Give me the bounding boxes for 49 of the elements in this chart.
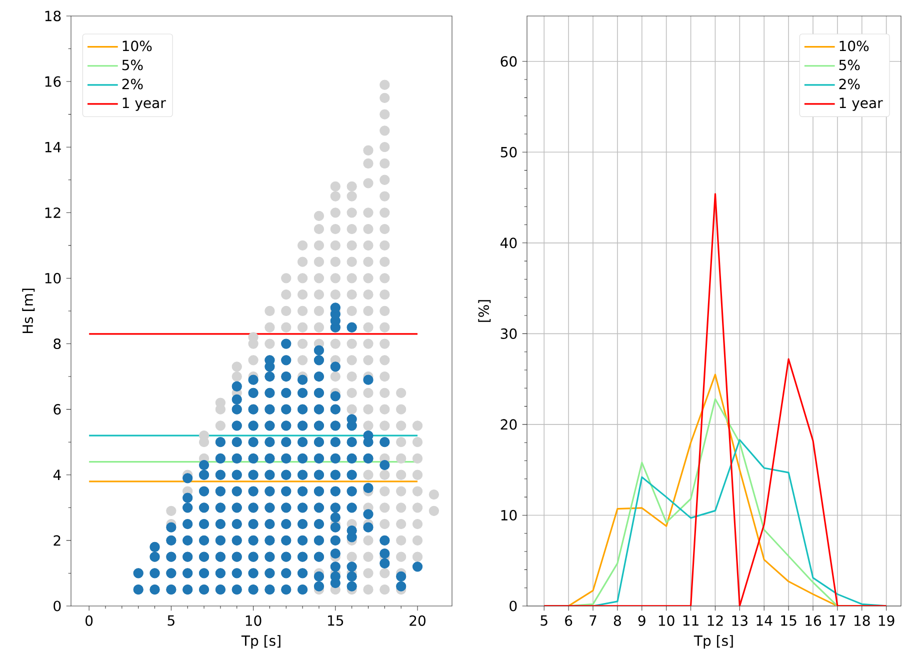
y-tick-label: 50	[500, 146, 517, 158]
y-tick-label: 10	[45, 272, 61, 284]
x-tick-label: 8	[614, 615, 621, 626]
x-tick-label: 10	[246, 615, 262, 626]
y-tick-label: 30	[500, 328, 517, 339]
x-tick-label: 5	[540, 615, 548, 626]
legend-label: 2%	[122, 78, 143, 90]
y-tick-label: 14	[45, 142, 61, 152]
y-tick-label: 2	[54, 535, 60, 546]
y-tick-label: 12	[45, 207, 60, 218]
y-tick-label: 18	[45, 10, 61, 22]
x-tick-label: 17	[830, 615, 846, 626]
y-tick-label: 16	[45, 76, 61, 87]
x-tick-label: 12	[708, 615, 723, 626]
x-axis-title: Tp [s]	[241, 635, 280, 649]
y-tick-label: 20	[500, 419, 517, 430]
legend-label: 5%	[839, 60, 860, 70]
y-tick-label: 40	[500, 238, 517, 248]
x-tick-label: 20	[410, 615, 426, 626]
legend-label: 1 year	[122, 98, 166, 111]
x-tick-label: 7	[590, 615, 596, 626]
x-tick-label: 6	[565, 615, 572, 626]
legend-label: 10%	[122, 40, 152, 52]
x-tick-label: 13	[732, 615, 748, 626]
legend-label: 10%	[840, 40, 869, 52]
x-tick-label: 0	[86, 615, 93, 626]
legend-label: 1 year	[840, 98, 883, 111]
y-tick-label: 8	[54, 338, 61, 350]
x-tick-label: 16	[806, 615, 822, 626]
x-tick-label: 15	[781, 615, 796, 626]
y-tick-label: 10	[501, 510, 517, 521]
y-tick-label: 4	[53, 470, 61, 480]
x-tick-label: 5	[168, 615, 174, 626]
y-tick-label: 0	[510, 600, 517, 612]
x-tick-label: 14	[756, 615, 772, 626]
x-tick-label: 9	[638, 615, 646, 626]
y-tick-label: 6	[54, 404, 61, 415]
y-axis-title: Hs [m]	[22, 288, 35, 334]
x-axis-title: Tp [s]	[694, 635, 733, 649]
x-tick-label: 10	[658, 615, 674, 626]
x-tick-label: 15	[328, 615, 344, 626]
x-tick-label: 11	[683, 615, 698, 626]
x-tick-label: 18	[854, 615, 870, 626]
y-tick-label: 60	[500, 56, 517, 67]
y-tick-label: 0	[54, 600, 61, 612]
y-axis-title: [%]	[478, 300, 491, 322]
legend-label: 2%	[839, 78, 860, 90]
legend-label: 5%	[122, 60, 143, 70]
x-tick-label: 19	[878, 615, 894, 626]
